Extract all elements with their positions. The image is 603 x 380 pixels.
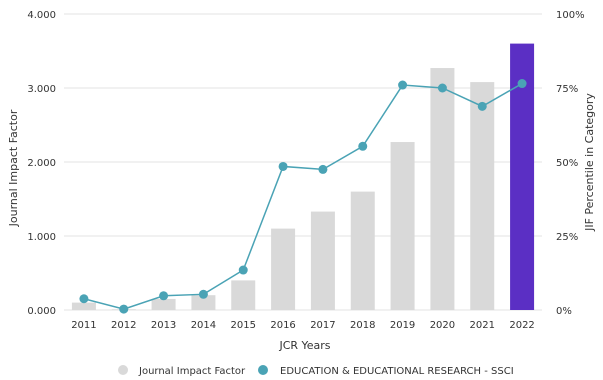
y2-tick-label: 25%: [556, 232, 578, 243]
x-tick-label: 2018: [350, 320, 375, 331]
data-point: [437, 83, 447, 93]
y-tick-label: 4.000: [27, 10, 56, 21]
x-tick-label: 2021: [470, 320, 495, 331]
bar: [430, 68, 455, 311]
percentile-line: [79, 79, 527, 314]
data-point: [198, 289, 208, 299]
y2-tick-label: 0%: [556, 306, 572, 317]
data-point: [517, 79, 527, 89]
y2-axis-title: JIF Percentile in Category: [583, 93, 596, 232]
data-point: [318, 164, 328, 174]
y-tick-label: 0.000: [27, 306, 56, 317]
y2-tick-label: 50%: [556, 158, 578, 169]
gridlines: [64, 13, 542, 311]
bar: [271, 228, 296, 310]
data-point: [159, 291, 169, 301]
left-axis-ticks: 0.000 1.000 2.000 3.000 4.000: [27, 10, 56, 317]
y-tick-label: 1.000: [27, 232, 56, 243]
bar: [191, 295, 216, 310]
x-tick-label: 2013: [151, 320, 176, 331]
x-tick-label: 2015: [231, 320, 256, 331]
data-point: [477, 101, 487, 111]
legend-bar-label: Journal Impact Factor: [138, 366, 246, 377]
x-tick-label: 2012: [111, 320, 136, 331]
bar: [71, 302, 96, 310]
y2-tick-label: 75%: [556, 84, 578, 95]
x-axis-title: JCR Years: [278, 339, 330, 352]
x-tick-label: 2019: [390, 320, 415, 331]
bars: [71, 43, 535, 311]
x-tick-label: 2014: [191, 320, 216, 331]
legend: Journal Impact Factor EDUCATION & EDUCAT…: [118, 365, 514, 377]
bar: [151, 298, 176, 310]
x-tick-label: 2020: [430, 320, 455, 331]
x-tick-label: 2022: [509, 320, 534, 331]
y-axis-title: Journal Impact Factor: [7, 109, 20, 227]
legend-line-marker: [258, 365, 268, 375]
bar: [390, 142, 415, 310]
bar: [231, 280, 256, 310]
bar: [310, 211, 335, 310]
data-point: [358, 141, 368, 151]
data-point: [238, 265, 248, 275]
x-tick-label: 2011: [71, 320, 96, 331]
y-tick-label: 3.000: [27, 84, 56, 95]
y2-tick-label: 100%: [556, 10, 585, 21]
data-point: [398, 80, 408, 90]
x-axis-ticks: 2011 2012 2013 2014 2015 2016 2017 2018 2019 2020…: [71, 320, 535, 331]
data-point: [79, 294, 89, 304]
bar: [470, 82, 495, 310]
data-point: [119, 304, 129, 314]
series-line: [83, 82, 523, 310]
legend-bar-marker: [118, 365, 128, 375]
legend-line-label: EDUCATION & EDUCATIONAL RESEARCH - SSCI: [280, 366, 514, 377]
y-tick-label: 2.000: [27, 158, 56, 169]
data-point: [278, 161, 288, 171]
x-tick-label: 2016: [270, 320, 295, 331]
right-axis-ticks: 0% 25% 50% 75% 100%: [556, 10, 585, 317]
bar: [350, 191, 375, 310]
x-tick-label: 2017: [310, 320, 335, 331]
